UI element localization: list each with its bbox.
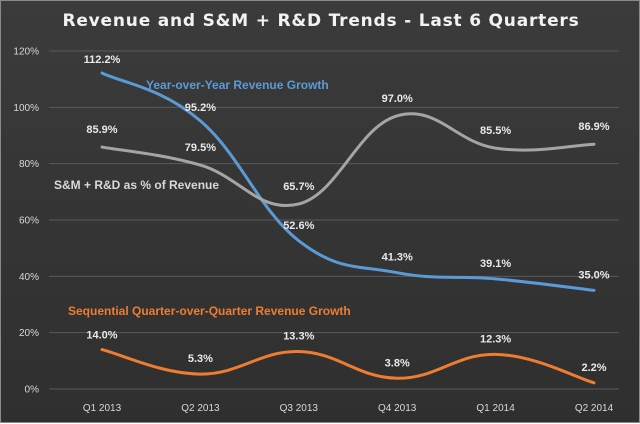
- data-label: 41.3%: [382, 252, 413, 264]
- gridlines: [49, 50, 619, 390]
- data-label: 112.2%: [84, 54, 121, 66]
- data-label: 5.3%: [188, 353, 213, 365]
- series-line: [100, 71, 596, 292]
- series-name-label: Year-over-Year Revenue Growth: [146, 78, 329, 92]
- x-axis: Q1 2013 Q2 2013 Q3 2013 Q4 2013 Q1 2014 Q2 20…: [83, 403, 614, 414]
- series-names: Year-over-Year Revenue Growth S&M + R&D a…: [54, 78, 351, 318]
- series-name-label: Sequential Quarter-over-Quarter Revenue …: [68, 304, 351, 318]
- data-label: 2.2%: [581, 362, 606, 374]
- series-lines: [100, 71, 596, 385]
- data-label: 85.5%: [480, 125, 511, 137]
- y-tick-label: 80%: [19, 159, 39, 170]
- data-label: 65.7%: [283, 181, 314, 193]
- series-line: [100, 348, 596, 385]
- chart-title: Revenue and S&M + R&D Trends - Last 6 Qu…: [62, 11, 580, 31]
- y-tick-label: 20%: [19, 328, 39, 339]
- data-label: 52.6%: [283, 220, 314, 232]
- data-label: 3.8%: [385, 357, 410, 369]
- data-label: 85.9%: [86, 124, 117, 136]
- y-tick-label: 40%: [19, 272, 39, 283]
- data-label: 12.3%: [480, 333, 511, 345]
- data-label: 39.1%: [480, 258, 511, 270]
- data-label: 14.0%: [86, 330, 117, 342]
- y-tick-label: 100%: [13, 103, 39, 114]
- data-label: 86.9%: [578, 121, 609, 133]
- y-tick-label: 120%: [13, 47, 39, 58]
- y-tick-label: 60%: [19, 216, 39, 227]
- x-tick-label: Q4 2013: [378, 403, 417, 414]
- data-label: 97.0%: [382, 93, 413, 105]
- data-label: 13.3%: [283, 331, 314, 343]
- x-tick-label: Q3 2013: [280, 403, 319, 414]
- y-axis: 0% 20% 40% 60% 80% 100% 120%: [13, 47, 39, 396]
- y-tick-label: 0%: [25, 385, 40, 396]
- data-labels: 112.2% 95.2% 52.6% 41.3% 39.1% 35.0% 85.9% 79.5…: [84, 54, 610, 374]
- x-tick-label: Q1 2014: [476, 403, 515, 414]
- x-tick-label: Q2 2014: [575, 403, 614, 414]
- x-tick-label: Q1 2013: [83, 403, 122, 414]
- data-label: 79.5%: [185, 142, 216, 154]
- series-name-label: S&M + R&D as % of Revenue: [54, 178, 219, 192]
- data-label: 35.0%: [578, 269, 609, 281]
- data-label: 95.2%: [185, 102, 216, 114]
- x-tick-label: Q2 2013: [181, 403, 220, 414]
- series-line: [100, 112, 596, 207]
